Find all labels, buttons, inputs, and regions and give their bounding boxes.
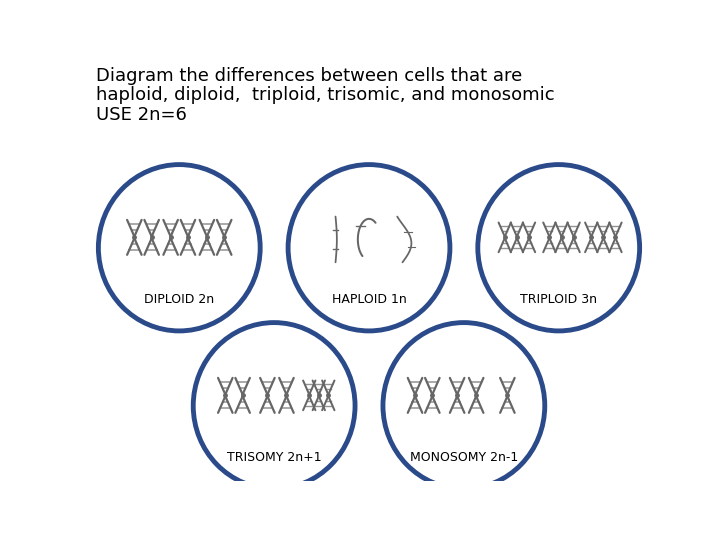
Text: MONOSOMY 2n-1: MONOSOMY 2n-1	[410, 451, 518, 464]
Text: TRIPLOID 3n: TRIPLOID 3n	[521, 293, 597, 306]
Text: haploid, diploid,  triploid, trisomic, and monosomic: haploid, diploid, triploid, trisomic, an…	[96, 86, 554, 104]
Text: USE 2n=6: USE 2n=6	[96, 106, 186, 124]
Text: TRISOMY 2n+1: TRISOMY 2n+1	[227, 451, 321, 464]
Text: Diagram the differences between cells that are: Diagram the differences between cells th…	[96, 67, 522, 85]
Text: DIPLOID 2n: DIPLOID 2n	[144, 293, 215, 306]
Text: HAPLOID 1n: HAPLOID 1n	[332, 293, 406, 306]
